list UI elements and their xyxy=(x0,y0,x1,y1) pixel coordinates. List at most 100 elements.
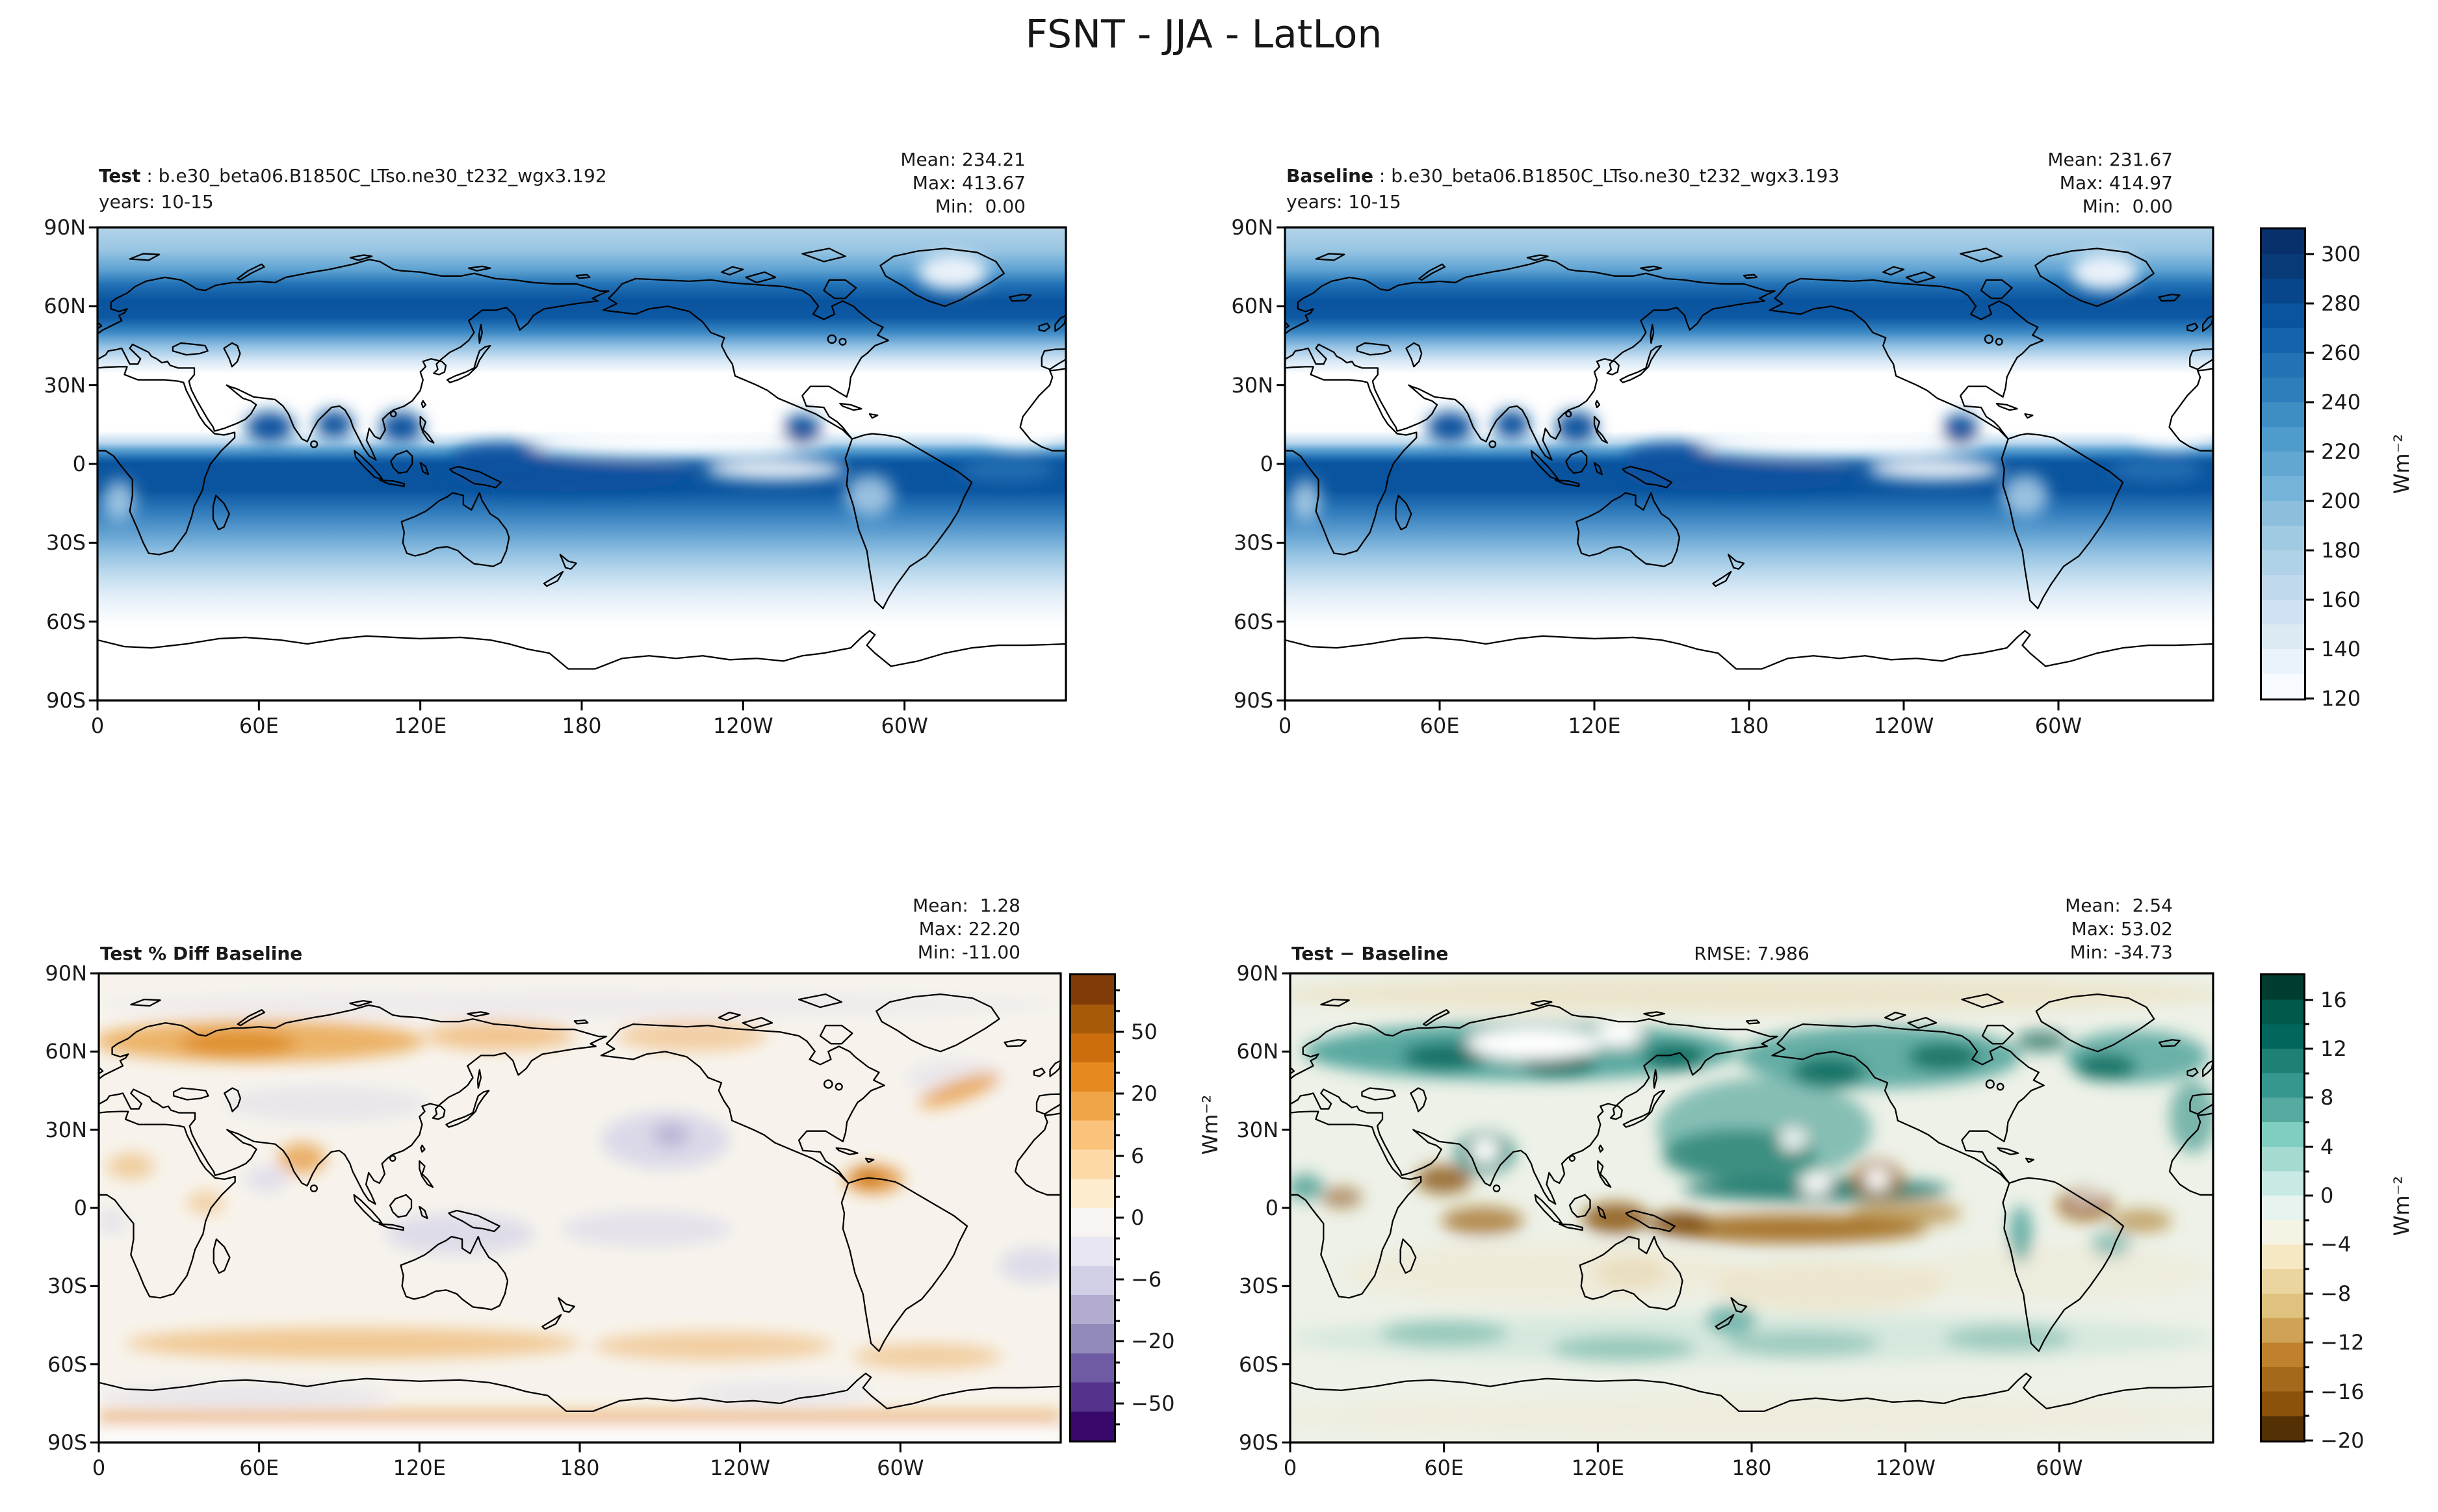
baseline-stats: Mean: 231.67 Max: 414.97 Min: 0.00 xyxy=(2047,148,2173,218)
map-field xyxy=(1277,973,2225,1442)
colorbar-flux: 300 280 260 240 220 200 180 160 140 120 xyxy=(2260,227,2361,711)
lat-tick-label: 90S xyxy=(45,688,86,713)
test-run-name: b.e30_beta06.B1850C_LTso.ne30_t232_wgx3.… xyxy=(158,165,607,186)
lon-tick-label: 180 xyxy=(560,1455,600,1480)
lon-tick-label: 120W xyxy=(712,713,773,738)
lat-tick-label: 90S xyxy=(1233,688,1273,713)
lat-tick-label: 30S xyxy=(1238,1274,1278,1299)
cb-pct-tick: 50 xyxy=(1131,1019,1158,1044)
cb-pct-tick: 20 xyxy=(1131,1081,1158,1106)
panel-test: Test : b.e30_beta06.B1850C_LTso.ne30_t23… xyxy=(44,149,1066,738)
cb-diff-tick: 4 xyxy=(2320,1134,2334,1159)
lat-tick-label: 90N xyxy=(44,215,86,240)
lat-tick-label: 60N xyxy=(44,294,86,319)
baseline-years: years: 10-15 xyxy=(1286,191,1401,212)
lat-tick-label: 30S xyxy=(45,530,86,556)
pct-diff-title: Test % Diff Baseline xyxy=(100,943,303,964)
lat-tick-label: 60S xyxy=(45,609,86,634)
lon-tick-label: 120E xyxy=(394,713,447,738)
lat-tick-label: 30N xyxy=(44,372,86,398)
cb-flux-tick: 160 xyxy=(2321,587,2361,613)
map-test xyxy=(97,227,1066,700)
cb-diff-tick: −20 xyxy=(2320,1428,2365,1453)
cb-flux-tick: 300 xyxy=(2321,241,2361,266)
lon-tick-label: 60W xyxy=(2034,713,2082,738)
lon-tick-label: 120E xyxy=(393,1455,446,1480)
lat-tick-label: 0 xyxy=(1265,1196,1278,1220)
lat-tick-label: 60N xyxy=(1231,294,1273,319)
lon-tick-label: 120W xyxy=(710,1455,771,1480)
map-field xyxy=(94,973,1069,1444)
diff-rmse: RMSE: 7.986 xyxy=(1694,943,1809,964)
baseline-run-label: Baseline : b.e30_beta06.B1850C_LTso.ne30… xyxy=(1286,165,1840,186)
lat-tick-label: 90N xyxy=(1231,215,1273,240)
lon-tick-label: 60E xyxy=(1420,713,1460,738)
test-label: Test xyxy=(99,165,141,186)
cb-pct-tick: 0 xyxy=(1131,1205,1145,1231)
pct-diff-mean: Mean: 1.28 xyxy=(913,895,1020,916)
baseline-max: Max: 414.97 xyxy=(2059,172,2173,194)
lat-tick-label: 30S xyxy=(47,1274,87,1299)
lat-tick-label: 60N xyxy=(1236,1039,1278,1064)
lon-tick-label: 180 xyxy=(562,713,602,738)
cb-flux-tick: 200 xyxy=(2321,488,2361,513)
cb-pct-tick: −6 xyxy=(1131,1267,1162,1292)
lat-tick-label: 0 xyxy=(1260,452,1273,476)
test-run-label: Test : b.e30_beta06.B1850C_LTso.ne30_t23… xyxy=(99,165,607,186)
cb-diff-tick: −4 xyxy=(2320,1232,2352,1257)
diff-max: Max: 53.02 xyxy=(2071,918,2173,940)
lat-tick-label: 30S xyxy=(1233,530,1273,556)
diff-title: Test − Baseline xyxy=(1291,943,1449,964)
diff-mean: Mean: 2.54 xyxy=(2065,895,2173,916)
colorbar-diff: 16 12 8 4 0 −4 −8 −12 −16 −20 xyxy=(2260,973,2365,1453)
lon-tick-label: 60E xyxy=(1424,1455,1464,1480)
lat-tick-label: 30N xyxy=(1231,372,1273,398)
lon-tick-label: 60W xyxy=(881,713,928,738)
lat-tick-label: 30N xyxy=(1236,1117,1278,1142)
cb-diff-tick: 12 xyxy=(2320,1036,2347,1062)
lat-tick-label: 90S xyxy=(1238,1430,1278,1455)
lon-tick-label: 60W xyxy=(877,1455,924,1480)
lat-tick-label: 60S xyxy=(1233,609,1273,634)
cb-diff-unit: Wm⁻² xyxy=(2389,1175,2414,1237)
cb-pct-tick: −50 xyxy=(1131,1391,1175,1416)
test-max: Max: 413.67 xyxy=(912,172,1026,194)
lat-tick-label: 60N xyxy=(45,1039,87,1064)
baseline-label: Baseline xyxy=(1286,165,1374,186)
cb-pct-tick: −20 xyxy=(1131,1329,1175,1354)
test-stats: Mean: 234.21 Max: 413.67 Min: 0.00 xyxy=(900,148,1026,218)
map-baseline xyxy=(1285,227,2213,700)
cb-diff-tick: 16 xyxy=(2320,987,2347,1012)
lon-tick-label: 0 xyxy=(1283,1455,1297,1480)
panel-pct-diff: Test % Diff Baseline Mean: 1.28 Max: 22.2… xyxy=(45,895,1061,1480)
cb-diff-tick: −12 xyxy=(2320,1330,2365,1355)
cb-diff-tick: 8 xyxy=(2320,1085,2334,1110)
diff-stats: Mean: 2.54 Max: 53.02 Min: -34.73 xyxy=(2065,894,2173,964)
lon-tick-label: 0 xyxy=(90,713,105,738)
test-years: years: 10-15 xyxy=(99,191,214,212)
lat-tick-label: 90N xyxy=(1236,961,1278,986)
cb-flux-tick: 240 xyxy=(2321,389,2361,415)
panel-diff: Test − Baseline RMSE: 7.986 Mean: 2.54 Ma… xyxy=(1236,895,2213,1480)
cb-pct-unit: Wm⁻² xyxy=(1198,1094,1223,1155)
lat-tick-label: 60S xyxy=(1238,1352,1278,1377)
panel-baseline: Baseline : b.e30_beta06.B1850C_LTso.ne30… xyxy=(1231,149,2213,738)
colorbar-pct-diff: 50 20 6 0 −6 −20 −50 xyxy=(1069,973,1175,1442)
cb-pct-tick: 6 xyxy=(1131,1143,1145,1168)
pct-diff-min: Min: -11.00 xyxy=(917,942,1020,963)
cb-diff-tick: −8 xyxy=(2320,1281,2352,1306)
lon-tick-label: 120W xyxy=(1875,1455,1936,1480)
lon-tick-label: 120E xyxy=(1571,1455,1624,1480)
test-min: Min: 0.00 xyxy=(935,196,1026,217)
map-field xyxy=(1285,227,2213,700)
page-title: FSNT - JJA - LatLon xyxy=(1025,12,1382,57)
lon-tick-label: 180 xyxy=(1729,713,1769,738)
lon-tick-label: 180 xyxy=(1731,1455,1772,1480)
lat-tick-label: 0 xyxy=(73,1196,87,1220)
cb-flux-tick: 120 xyxy=(2321,686,2361,711)
map-field xyxy=(97,227,1066,700)
map-pct-diff xyxy=(99,973,1061,1442)
diff-min: Min: -34.73 xyxy=(2069,942,2173,963)
cb-diff-tick: −16 xyxy=(2320,1379,2365,1404)
